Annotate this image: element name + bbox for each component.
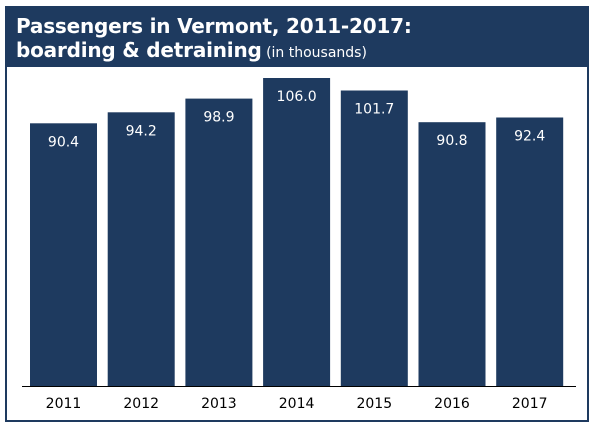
chart-title-line2: boarding & detraining bbox=[16, 38, 262, 62]
bar-2016 bbox=[418, 122, 486, 386]
chart-header: Passengers in Vermont, 2011-2017: boardi… bbox=[7, 8, 587, 67]
bar-value-label: 90.4 bbox=[48, 134, 79, 150]
bar-value-label: 106.0 bbox=[277, 89, 317, 105]
x-tick-label: 2011 bbox=[46, 396, 82, 412]
bar-value-label: 94.2 bbox=[126, 123, 157, 139]
chart-title-line2-wrap: boarding & detraining (in thousands) bbox=[16, 38, 577, 65]
bar-2014 bbox=[263, 78, 331, 386]
bar-2011 bbox=[30, 123, 97, 387]
bar-2015 bbox=[340, 90, 408, 386]
bar-value-label: 98.9 bbox=[203, 110, 234, 126]
bar-value-label: 90.8 bbox=[436, 133, 467, 149]
x-tick-label: 2013 bbox=[201, 396, 237, 412]
bar-2013 bbox=[185, 98, 253, 386]
x-tick-label: 2014 bbox=[279, 396, 315, 412]
chart-title-line1: Passengers in Vermont, 2011-2017: bbox=[16, 14, 412, 38]
bar-value-label: 92.4 bbox=[514, 129, 545, 145]
x-tick-label: 2012 bbox=[123, 396, 159, 412]
bar-2017 bbox=[496, 117, 564, 386]
x-tick-label: 2016 bbox=[434, 396, 470, 412]
x-tick-label: 2015 bbox=[356, 396, 392, 412]
bar-value-label: 101.7 bbox=[354, 102, 394, 118]
chart-subtitle: (in thousands) bbox=[266, 45, 367, 61]
x-tick-label: 2017 bbox=[512, 396, 548, 412]
bar-2012 bbox=[107, 112, 175, 387]
